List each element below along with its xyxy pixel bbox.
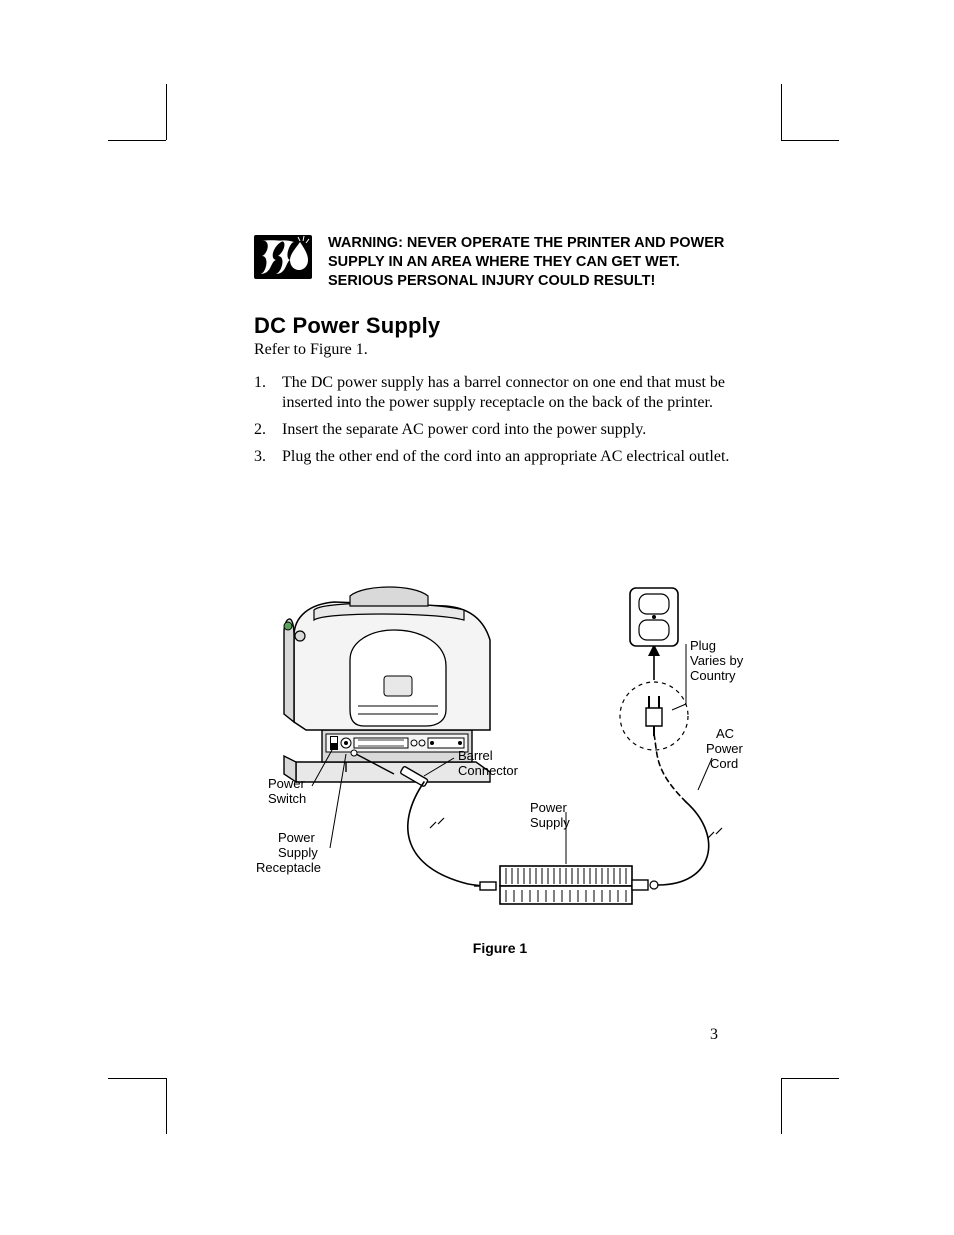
svg-text:Supply: Supply — [278, 845, 318, 860]
step-number: 1. — [254, 373, 282, 415]
svg-text:Power: Power — [706, 741, 744, 756]
section-reference: Refer to Figure 1. — [254, 341, 746, 359]
step-text: The DC power supply has a barrel connect… — [282, 373, 746, 415]
list-item: 1. The DC power supply has a barrel conn… — [254, 373, 746, 415]
page-number: 3 — [710, 1026, 718, 1044]
svg-text:Power: Power — [268, 776, 306, 791]
crop-mark — [781, 1078, 839, 1079]
crop-mark — [781, 140, 839, 141]
svg-text:Power: Power — [530, 800, 568, 815]
section-heading: DC Power Supply — [254, 313, 746, 339]
svg-text:Supply: Supply — [530, 815, 570, 830]
step-number: 2. — [254, 420, 282, 441]
svg-text:Country: Country — [690, 668, 736, 683]
crop-mark — [166, 84, 167, 140]
svg-text:Power: Power — [278, 830, 316, 845]
step-text: Insert the separate AC power cord into t… — [282, 420, 646, 441]
warning-text: WARNING: NEVER OPERATE THE PRINTER AND P… — [328, 234, 746, 291]
crop-mark — [108, 140, 166, 141]
svg-text:Receptacle: Receptacle — [256, 860, 321, 875]
step-number: 3. — [254, 447, 282, 468]
figure-caption: Figure 1 — [254, 940, 746, 956]
crop-mark — [108, 1078, 166, 1079]
svg-text:Varies by: Varies by — [690, 653, 744, 668]
svg-text:AC: AC — [716, 726, 734, 741]
svg-text:Barrel: Barrel — [458, 748, 493, 763]
figure-1: Plug Varies by Country AC Power Cord Bar… — [254, 576, 746, 946]
svg-text:Switch: Switch — [268, 791, 306, 806]
svg-text:Cord: Cord — [710, 756, 738, 771]
warning-icon — [254, 234, 312, 280]
step-text: Plug the other end of the cord into an a… — [282, 447, 729, 468]
steps-list: 1. The DC power supply has a barrel conn… — [254, 373, 746, 468]
content-area: WARNING: NEVER OPERATE THE PRINTER AND P… — [254, 234, 746, 474]
svg-text:Plug: Plug — [690, 638, 716, 653]
crop-mark — [781, 1078, 782, 1134]
warning-block: WARNING: NEVER OPERATE THE PRINTER AND P… — [254, 234, 746, 291]
svg-text:Connector: Connector — [458, 763, 519, 778]
list-item: 3. Plug the other end of the cord into a… — [254, 447, 746, 468]
crop-mark — [166, 1078, 167, 1134]
list-item: 2. Insert the separate AC power cord int… — [254, 420, 746, 441]
page: WARNING: NEVER OPERATE THE PRINTER AND P… — [0, 0, 954, 1235]
crop-mark — [781, 84, 782, 140]
